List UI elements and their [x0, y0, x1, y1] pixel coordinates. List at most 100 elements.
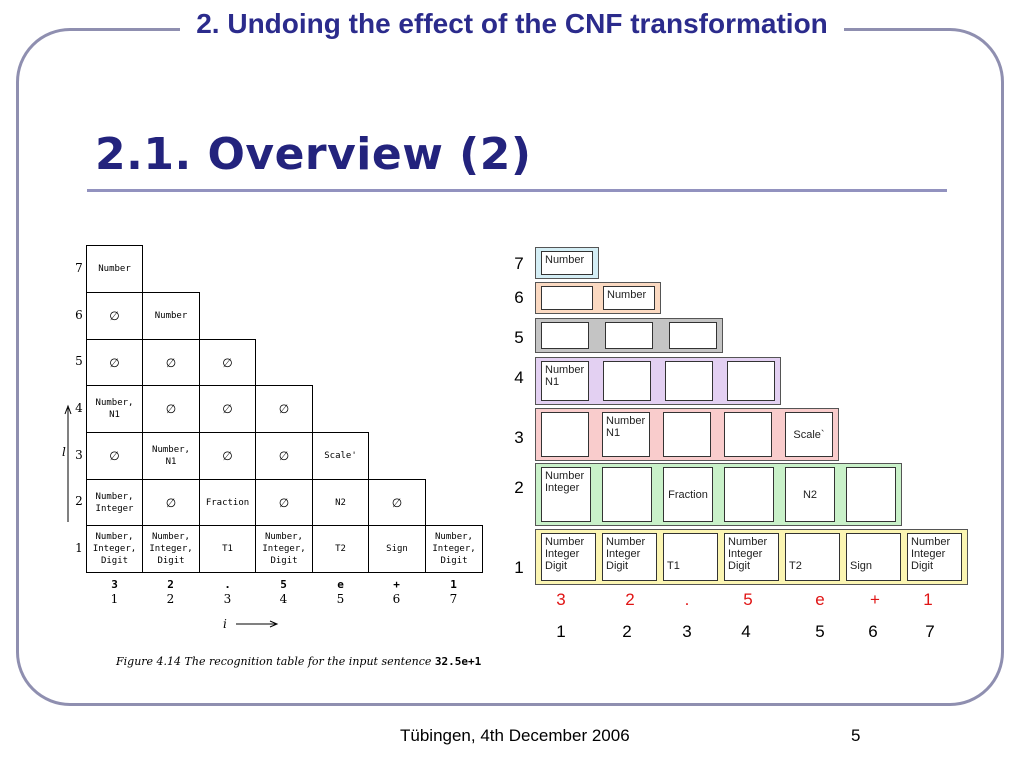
diagram-row-label: 3 [514, 428, 524, 447]
diagram-box: Number [603, 286, 655, 310]
table-column-index: 2 [166, 592, 175, 606]
table-input-char: + [393, 578, 400, 591]
diagram-band [535, 463, 902, 526]
diagram-box [541, 412, 589, 457]
table-cell: ∅ [199, 432, 256, 480]
diagram-box-text: Fraction [668, 488, 708, 501]
diagram-position: 6 [868, 622, 878, 641]
table-input-char: 5 [280, 578, 287, 591]
diagram-box [727, 361, 775, 401]
table-cell: N2 [312, 479, 369, 526]
diagram-box: Fraction [663, 467, 713, 522]
table-input-char: 2 [167, 578, 174, 591]
diagram-box-text: Number [545, 536, 585, 548]
table-cell: ∅ [86, 432, 143, 480]
diagram-box: T2 [785, 533, 840, 581]
diagram-box-text: Integer [728, 548, 763, 560]
diagram-box: Number N1 [541, 361, 589, 401]
diagram-box-text: N1 [545, 376, 560, 388]
table-cell: ∅ [255, 385, 313, 433]
diagram-box-text: Integer [545, 482, 580, 494]
diagram-box [846, 467, 896, 522]
diagram-box-text: Integer [545, 548, 580, 560]
footer-text: Tübingen, 4th December 2006 [400, 726, 630, 745]
axis-i-label: i [223, 617, 227, 631]
table-cell: Number [86, 245, 143, 293]
table-cell: Number, Integer [86, 479, 143, 526]
table-cell: Number [142, 292, 200, 340]
table-row-label: 6 [75, 307, 83, 322]
diagram-box: Number Integer Digit [724, 533, 779, 581]
caption-text: Figure 4.14 The recognition table for th… [116, 655, 435, 668]
diagram-box-text: Number [911, 536, 951, 548]
heading-divider [87, 189, 947, 192]
table-cell: ∅ [199, 339, 256, 386]
diagram-position: 4 [741, 622, 751, 641]
diagram-box: T1 [663, 533, 718, 581]
table-cell: Number, Integer, Digit [425, 525, 483, 573]
diagram-box [605, 322, 653, 349]
diagram-input-char: 2 [625, 590, 635, 609]
diagram-box-text: Number [545, 254, 585, 266]
diagram-position: 5 [815, 622, 825, 641]
diagram-box-text: Number [545, 364, 585, 376]
diagram-position: 3 [682, 622, 692, 641]
table-row-label: 5 [75, 354, 83, 368]
table-cell: T2 [312, 525, 369, 573]
diagram-row-label: 2 [514, 478, 524, 497]
table-cell: ∅ [368, 479, 426, 526]
table-cell: Fraction [199, 479, 256, 526]
table-row-label: 7 [75, 260, 83, 275]
diagram-box [603, 361, 651, 401]
table-cell: ∅ [255, 432, 313, 480]
diagram-box-text: Scale` [793, 428, 825, 441]
diagram-box-text: Digit [911, 560, 934, 572]
diagram-box-text: Digit [728, 560, 751, 572]
table-cell: ∅ [142, 339, 200, 386]
diagram-box [602, 467, 652, 522]
diagram-box [724, 467, 774, 522]
table-row-label: 4 [75, 400, 83, 415]
table-cell: Sign [368, 525, 426, 573]
diagram-box [541, 286, 593, 310]
diagram-row-label: 1 [514, 558, 524, 577]
diagram-row-label: 4 [514, 368, 524, 387]
diagram-box-text: T2 [789, 560, 802, 572]
table-row-label: 3 [75, 447, 83, 462]
diagram-box: Scale` [785, 412, 833, 457]
diagram-box [724, 412, 772, 457]
diagram-box-text: T1 [667, 560, 680, 572]
diagram-box [663, 412, 711, 457]
table-cell: Number, N1 [142, 432, 200, 480]
table-cell: Number, N1 [86, 385, 143, 433]
table-column-index: 4 [279, 592, 288, 606]
diagram-box-text: Integer [911, 548, 946, 560]
table-column-index: 6 [392, 592, 401, 606]
diagram-box-text: Number [606, 415, 646, 427]
diagram-row-label: 6 [514, 288, 524, 307]
diagram-box: Number [541, 251, 593, 275]
axis-l-label: l [62, 445, 66, 459]
table-input-char: e [337, 578, 344, 591]
diagram-box [665, 361, 713, 401]
diagram-row-label: 7 [514, 254, 524, 273]
diagram-box: Number Integer Digit [602, 533, 657, 581]
diagram-box [541, 322, 589, 349]
table-cell: ∅ [255, 479, 313, 526]
table-row-label: 1 [75, 540, 83, 555]
diagram-input-char: 5 [743, 590, 753, 609]
table-column-index: 7 [449, 592, 458, 606]
slide-heading: 2.1. Overview (2) [95, 129, 532, 180]
table-cell: Number, Integer, Digit [86, 525, 143, 573]
diagram-box [669, 322, 717, 349]
diagram-box-text: Number [545, 470, 585, 482]
table-cell: ∅ [142, 479, 200, 526]
diagram-position: 2 [622, 622, 632, 641]
diagram-box-text: N1 [606, 427, 621, 439]
figure-caption: Figure 4.14 The recognition table for th… [116, 655, 481, 668]
table-column-index: 1 [110, 592, 119, 606]
diagram-box-text: Number [606, 536, 646, 548]
diagram-box: Number Integer Digit [541, 533, 596, 581]
table-cell: Number, Integer, Digit [142, 525, 200, 573]
diagram-box: Sign [846, 533, 901, 581]
